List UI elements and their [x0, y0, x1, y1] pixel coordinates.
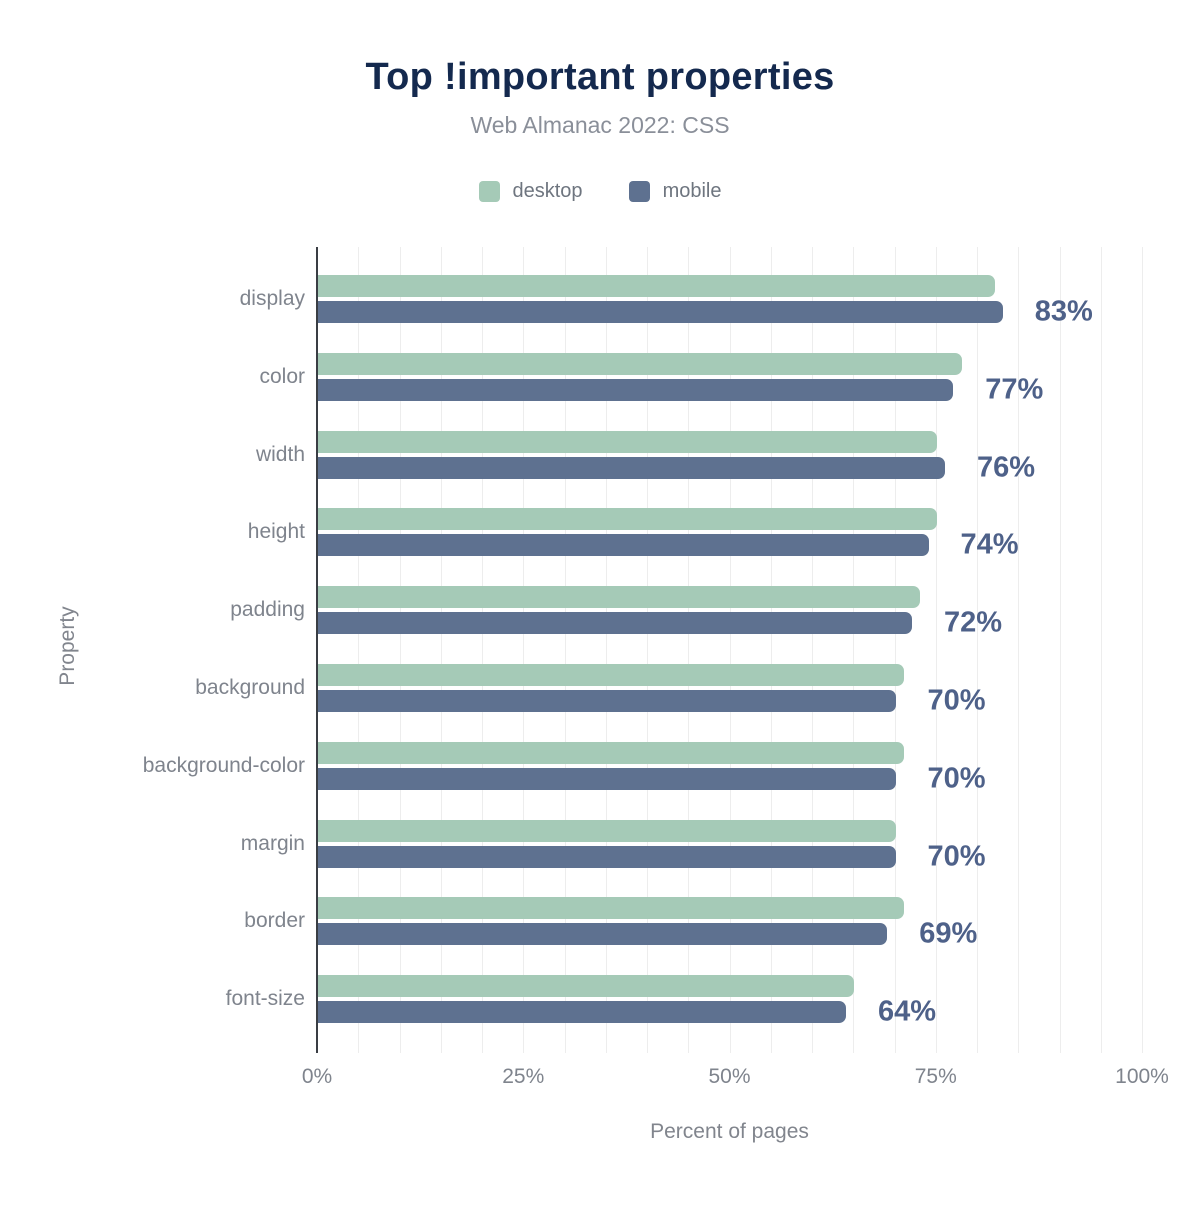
- bar-mobile-padding[interactable]: [318, 612, 912, 635]
- bar-desktop-display[interactable]: [318, 275, 995, 297]
- value-label-margin: 70%: [927, 840, 986, 873]
- category-label-height: height: [247, 520, 305, 544]
- value-label-color: 77%: [985, 373, 1044, 406]
- value-label-font-size: 64%: [878, 995, 937, 1028]
- legend-swatch-mobile: [628, 181, 650, 202]
- x-axis-title: Percent of pages: [650, 1120, 809, 1143]
- gridline: [399, 247, 401, 1053]
- value-label-padding: 72%: [944, 606, 1003, 639]
- gridline: [1018, 247, 1020, 1053]
- category-label-font-size: font-size: [225, 987, 305, 1011]
- value-label-background-color: 70%: [927, 762, 986, 795]
- x-tick-label-25%: 25%: [502, 1065, 545, 1088]
- gridline: [977, 247, 978, 1053]
- gridline: [1142, 247, 1143, 1053]
- gridline: [894, 247, 896, 1053]
- gridline: [1059, 247, 1061, 1053]
- value-label-height: 74%: [960, 528, 1019, 561]
- legend: desktop mobile: [0, 180, 1200, 203]
- x-tick-label-100%: 100%: [1115, 1065, 1169, 1088]
- gridline: [605, 247, 607, 1053]
- x-tick-label-75%: 75%: [914, 1065, 957, 1088]
- gridline: [440, 247, 442, 1053]
- legend-item-desktop[interactable]: desktop: [478, 180, 583, 203]
- legend-swatch-desktop: [478, 181, 500, 202]
- value-label-border: 69%: [919, 917, 978, 950]
- bar-mobile-background[interactable]: [318, 690, 896, 712]
- gridline: [935, 247, 937, 1053]
- gridline: [853, 247, 855, 1053]
- x-tick-label-50%: 50%: [708, 1065, 751, 1088]
- bar-desktop-margin[interactable]: [318, 819, 896, 842]
- bar-mobile-background-color[interactable]: [318, 767, 896, 790]
- bar-desktop-width[interactable]: [318, 430, 937, 453]
- category-label-border: border: [244, 909, 305, 933]
- category-label-background-color: background-color: [142, 753, 305, 777]
- gridline: [688, 247, 690, 1053]
- bar-desktop-color[interactable]: [318, 352, 962, 375]
- gridline: [812, 247, 813, 1053]
- gridline: [482, 247, 483, 1053]
- legend-label-desktop: desktop: [512, 180, 583, 202]
- gridline: [1100, 247, 1102, 1053]
- value-label-display: 83%: [1034, 295, 1093, 328]
- legend-item-mobile[interactable]: mobile: [628, 180, 722, 203]
- bar-mobile-width[interactable]: [318, 456, 945, 479]
- category-label-width: width: [255, 442, 305, 466]
- bar-desktop-height[interactable]: [318, 508, 937, 531]
- bar-mobile-margin[interactable]: [318, 845, 896, 868]
- gridline: [729, 247, 731, 1053]
- x-tick-label-0%: 0%: [301, 1065, 333, 1088]
- bar-mobile-border[interactable]: [318, 923, 888, 946]
- legend-label-mobile: mobile: [662, 180, 722, 202]
- bar-mobile-font-size[interactable]: [318, 1001, 846, 1024]
- gridline: [770, 247, 772, 1053]
- category-label-margin: margin: [240, 831, 305, 855]
- bar-desktop-background-color[interactable]: [318, 741, 904, 764]
- y-axis-line: [316, 247, 318, 1053]
- category-label-padding: padding: [230, 598, 305, 622]
- bar-mobile-display[interactable]: [318, 301, 1003, 323]
- category-label-background: background: [195, 676, 305, 699]
- value-label-background: 70%: [927, 684, 986, 717]
- gridline: [523, 247, 525, 1053]
- bar-desktop-background[interactable]: [318, 664, 904, 686]
- gridline: [647, 247, 648, 1053]
- gridline: [358, 247, 360, 1053]
- chart-title: Top !important properties: [365, 56, 835, 98]
- category-label-display: display: [239, 287, 305, 310]
- gridline: [564, 247, 566, 1053]
- value-label-width: 76%: [977, 451, 1036, 484]
- plot-area: 83% 77% 76% 74% 72% 70% 70% 70% 69% 64%: [316, 247, 1160, 1053]
- chart-subtitle: Web Almanac 2022: CSS: [470, 112, 730, 138]
- category-label-color: color: [259, 364, 305, 388]
- y-axis-title: Property: [56, 606, 79, 686]
- bar-desktop-font-size[interactable]: [318, 975, 855, 998]
- bar-desktop-border[interactable]: [318, 897, 904, 920]
- bar-mobile-height[interactable]: [318, 534, 929, 557]
- bar-mobile-color[interactable]: [318, 378, 954, 401]
- bar-desktop-padding[interactable]: [318, 586, 921, 609]
